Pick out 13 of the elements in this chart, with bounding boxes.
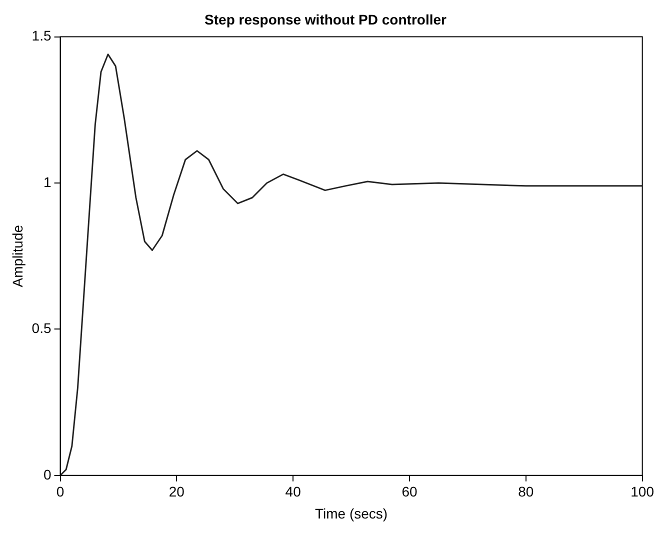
chart-title: Step response without PD controller (204, 11, 448, 28)
x-tick-label: 100 (630, 484, 654, 500)
x-axis-title: Time (secs) (314, 505, 388, 522)
x-tick-label: 60 (402, 484, 418, 500)
x-tick-label: 80 (518, 484, 534, 500)
y-tick-label: 1 (43, 174, 52, 190)
y-tick-label: 0 (43, 466, 52, 482)
x-tick-label: 20 (168, 484, 185, 500)
y-axis-title: Amplitude (9, 224, 26, 288)
x-tick-label: 40 (285, 484, 302, 500)
y-tick-label: 1.5 (32, 28, 52, 44)
x-tick-label: 0 (56, 484, 64, 500)
y-tick-label: 0.5 (32, 320, 52, 336)
